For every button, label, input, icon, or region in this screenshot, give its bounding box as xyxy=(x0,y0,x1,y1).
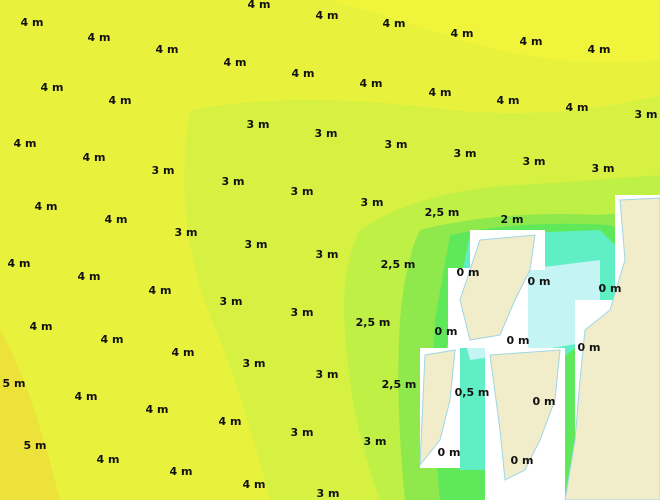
wave-height-label: 3 m xyxy=(523,155,546,168)
wave-height-label: 3 m xyxy=(291,306,314,319)
wave-height-label: 4 m xyxy=(21,16,44,29)
wave-height-label: 4 m xyxy=(243,478,266,491)
wave-height-label: 3 m xyxy=(635,108,658,121)
wave-height-label: 0 m xyxy=(578,341,601,354)
wave-height-label: 3 m xyxy=(316,368,339,381)
wave-height-label: 5 m xyxy=(3,377,26,390)
wave-height-label: 0 m xyxy=(511,454,534,467)
wave-height-label: 4 m xyxy=(101,333,124,346)
wave-height-label: 3 m xyxy=(245,238,268,251)
wave-height-label: 2,5 m xyxy=(381,258,416,271)
wave-height-label: 3 m xyxy=(364,435,387,448)
wave-height-label: 4 m xyxy=(520,35,543,48)
wave-height-label: 4 m xyxy=(451,27,474,40)
wave-height-label: 4 m xyxy=(35,200,58,213)
wave-height-label: 2,5 m xyxy=(382,378,417,391)
wave-height-label: 5 m xyxy=(24,439,47,452)
wave-height-label: 4 m xyxy=(30,320,53,333)
wave-height-label: 4 m xyxy=(497,94,520,107)
wave-height-label: 3 m xyxy=(361,196,384,209)
wave-height-label: 4 m xyxy=(360,77,383,90)
wave-height-label: 0 m xyxy=(528,275,551,288)
wave-height-label: 4 m xyxy=(170,465,193,478)
wave-height-label: 4 m xyxy=(156,43,179,56)
wave-height-label: 4 m xyxy=(75,390,98,403)
wave-height-label: 3 m xyxy=(243,357,266,370)
wave-height-label: 4 m xyxy=(88,31,111,44)
wave-height-label: 3 m xyxy=(247,118,270,131)
wave-height-label: 3 m xyxy=(220,295,243,308)
wave-height-label: 4 m xyxy=(8,257,31,270)
wave-height-label: 3 m xyxy=(454,147,477,160)
wave-height-label: 2,5 m xyxy=(356,316,391,329)
wave-height-label: 0 m xyxy=(435,325,458,338)
wave-height-label: 3 m xyxy=(152,164,175,177)
wave-height-label: 3 m xyxy=(222,175,245,188)
wave-height-label: 4 m xyxy=(383,17,406,30)
wave-height-labels: 4 m 4 m 4 m 4 m 4 m 4 m 4 m 4 m 4 m 4 m 4 m 4 m 4 m 4… xyxy=(3,0,658,500)
wave-height-label: 0,5 m xyxy=(455,386,490,399)
wave-height-label: 3 m xyxy=(315,127,338,140)
wave-height-label: 4 m xyxy=(105,213,128,226)
wave-height-label: 0 m xyxy=(457,266,480,279)
wave-height-label: 4 m xyxy=(146,403,169,416)
wave-height-label: 0 m xyxy=(533,395,556,408)
wave-height-label: 4 m xyxy=(588,43,611,56)
wave-height-label: 4 m xyxy=(41,81,64,94)
sea-4m-upper xyxy=(330,0,660,63)
wave-height-label: 4 m xyxy=(14,137,37,150)
wave-height-label: 4 m xyxy=(83,151,106,164)
wave-height-label: 4 m xyxy=(97,453,120,466)
wave-height-label: 0 m xyxy=(507,334,530,347)
wave-height-label: 0 m xyxy=(438,446,461,459)
wave-height-label: 4 m xyxy=(109,94,132,107)
wave-height-label: 4 m xyxy=(149,284,172,297)
wave-height-label: 2 m xyxy=(501,213,524,226)
wave-height-label: 4 m xyxy=(248,0,271,11)
wave-height-label: 4 m xyxy=(224,56,247,69)
wave-height-label: 4 m xyxy=(172,346,195,359)
wave-height-label: 4 m xyxy=(78,270,101,283)
wave-height-label: 0 m xyxy=(599,282,622,295)
coastline xyxy=(419,197,660,500)
wave-height-label: 3 m xyxy=(385,138,408,151)
wave-height-label: 4 m xyxy=(566,101,589,114)
wave-height-label: 4 m xyxy=(292,67,315,80)
sea-5m xyxy=(0,330,60,500)
wave-height-label: 3 m xyxy=(291,426,314,439)
wave-height-label: 3 m xyxy=(592,162,615,175)
wave-height-label: 2,5 m xyxy=(425,206,460,219)
wave-height-label: 4 m xyxy=(219,415,242,428)
wave-height-label: 3 m xyxy=(316,248,339,261)
wave-height-label: 3 m xyxy=(317,487,340,500)
wave-height-label: 3 m xyxy=(291,185,314,198)
wave-height-label: 4 m xyxy=(316,9,339,22)
wave-height-label: 3 m xyxy=(175,226,198,239)
wave-height-label: 4 m xyxy=(429,86,452,99)
